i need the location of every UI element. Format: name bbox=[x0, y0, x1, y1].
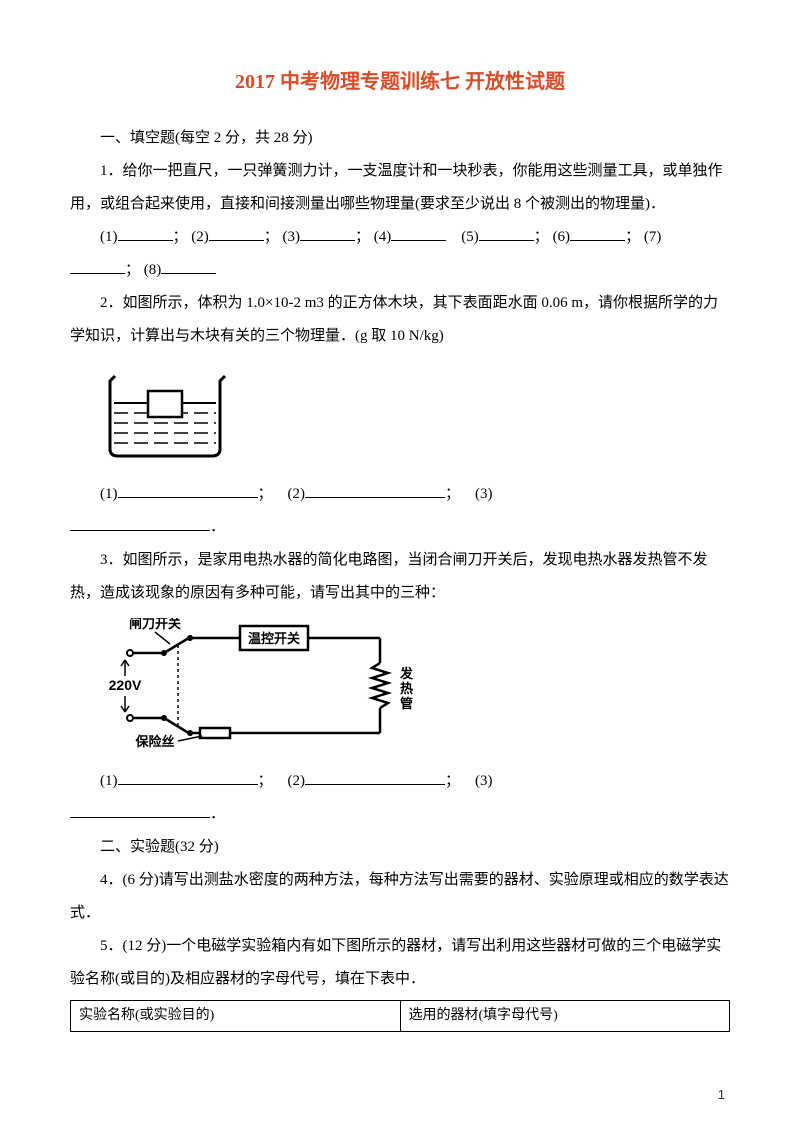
q2-label-3: (3) bbox=[475, 486, 493, 502]
q1-label-8: (8) bbox=[144, 262, 162, 278]
q1-label-7: (7) bbox=[644, 229, 662, 245]
q2-blank-3 bbox=[70, 516, 210, 531]
q5-table-h2: 选用的器材(填字母代号) bbox=[400, 1001, 730, 1032]
q1-label-1: (1) bbox=[100, 229, 118, 245]
q3-sep-2: ； bbox=[445, 773, 460, 789]
q1-blank-5 bbox=[479, 226, 534, 241]
q1-label-3: (3) bbox=[283, 229, 301, 245]
q1-blank-4 bbox=[391, 226, 446, 241]
q3-label-1: (1) bbox=[100, 773, 118, 789]
q1-sep-7: ； bbox=[125, 262, 140, 278]
fig3-volt-label: 220V bbox=[109, 677, 142, 693]
q3-period: ． bbox=[210, 806, 225, 822]
fig3-heater-label-a: 发 bbox=[399, 666, 414, 681]
q1-label-5: (5) bbox=[461, 229, 479, 245]
q2-label-2: (2) bbox=[288, 486, 306, 502]
q1-blank-6 bbox=[570, 226, 625, 241]
q5-body: 5．(12 分)一个电磁学实验箱内有如下图所示的器材，请写出利用这些器材可做的三… bbox=[70, 930, 730, 996]
doc-title: 2017 中考物理专题训练七 开放性试题 bbox=[70, 60, 730, 104]
q1-blanks: (1)； (2)； (3)； (4) (5)； (6)； (7) bbox=[70, 221, 730, 254]
q1-blank-8 bbox=[161, 259, 216, 274]
q1-label-2: (2) bbox=[191, 229, 209, 245]
q1-blank-2 bbox=[209, 226, 264, 241]
q3-sep-1: ； bbox=[258, 773, 273, 789]
q1-sep-3: ； bbox=[355, 229, 370, 245]
q5-table-h1: 实验名称(或实验目的) bbox=[71, 1001, 401, 1032]
q2-period: ． bbox=[210, 519, 225, 535]
q2-sep-2: ； bbox=[445, 486, 460, 502]
q2-blank-2 bbox=[305, 483, 445, 498]
q3-blank-2 bbox=[305, 770, 445, 785]
q2-blank-1 bbox=[118, 483, 258, 498]
fig3-heater-label-c: 管 bbox=[400, 696, 413, 711]
q3-label-3: (3) bbox=[475, 773, 493, 789]
q2-blanks: (1) ； (2) ； (3) bbox=[70, 478, 730, 511]
q1-blanks-line2: ； (8) bbox=[70, 254, 730, 287]
section-2-heading: 二、实验题(32 分) bbox=[70, 831, 730, 864]
section-1-heading: 一、填空题(每空 2 分，共 28 分) bbox=[70, 122, 730, 155]
fig3-knife-label: 闸刀开关 bbox=[129, 618, 181, 631]
q2-figure bbox=[100, 361, 730, 474]
q1-label-4: (4) bbox=[374, 229, 392, 245]
fig3-temp-label: 温控开关 bbox=[248, 631, 300, 646]
q1-blank-7 bbox=[70, 259, 125, 274]
fig3-fuse-label: 保险丝 bbox=[134, 734, 174, 748]
q3-blank-3 bbox=[70, 803, 210, 818]
page-number: 1 bbox=[718, 1081, 725, 1110]
q1-blank-1 bbox=[118, 226, 173, 241]
q5-table: 实验名称(或实验目的) 选用的器材(填字母代号) bbox=[70, 1000, 730, 1032]
q1-sep-2: ； bbox=[264, 229, 279, 245]
q4-body: 4．(6 分)请写出测盐水密度的两种方法，每种方法写出需要的器材、实验原理或相应… bbox=[70, 864, 730, 930]
q2-body: 2．如图所示，体积为 1.0×10-2 m3 的正方体木块，其下表面距水面 0.… bbox=[70, 287, 730, 353]
q3-label-2: (2) bbox=[288, 773, 306, 789]
q1-sep-5: ； bbox=[534, 229, 549, 245]
q1-body: 1．给你一把直尺，一只弹簧测力计，一支温度计和一块秒表，你能用这些测量工具，或单… bbox=[70, 155, 730, 221]
q3-blank-1 bbox=[118, 770, 258, 785]
q2-blanks-line2: ． bbox=[70, 511, 730, 544]
q1-label-6: (6) bbox=[553, 229, 571, 245]
q1-sep-6: ； bbox=[625, 229, 640, 245]
q2-label-1: (1) bbox=[100, 486, 118, 502]
q3-body: 3．如图所示，是家用电热水器的简化电路图，当闭合闸刀开关后，发现电热水器发热管不… bbox=[70, 544, 730, 610]
fig3-heater-label-b: 热 bbox=[400, 681, 413, 696]
q3-blanks-line2: ． bbox=[70, 798, 730, 831]
q3-blanks: (1) ； (2) ； (3) bbox=[70, 765, 730, 798]
q1-sep-1: ； bbox=[173, 229, 188, 245]
q1-blank-3 bbox=[300, 226, 355, 241]
q2-sep-1: ； bbox=[258, 486, 273, 502]
q3-figure: 温控开关 闸刀开关 220V 保险丝 bbox=[100, 618, 730, 761]
